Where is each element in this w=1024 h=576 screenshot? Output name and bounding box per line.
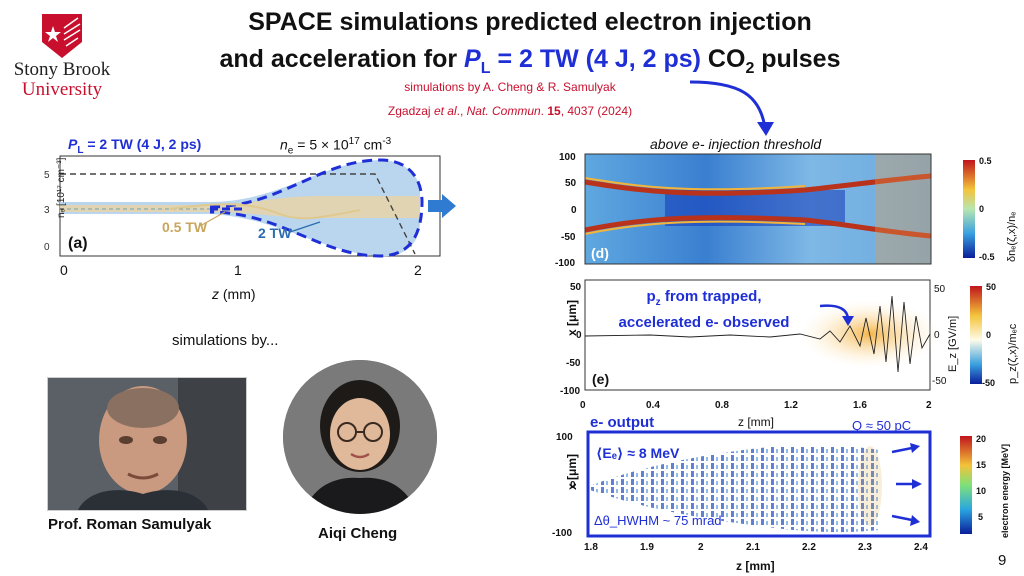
logo-line-2: University <box>21 79 103 100</box>
panel-e-right-label: E_z [GV/m] <box>947 316 959 372</box>
shield-icon <box>42 14 82 58</box>
panel-d-cbar-top: 0.5 <box>979 156 992 166</box>
panel-f-cbar-20: 20 <box>976 434 986 444</box>
panel-e-ylabel: x [μm] <box>565 300 579 336</box>
panel-a-ylabel: nₑ [10¹⁷ cm⁻³] <box>56 157 67 218</box>
panel-e-cbar-label: p_z(ζ,x)/mₑc <box>1007 323 1019 384</box>
panel-f-xtick-5: 2.3 <box>858 542 872 553</box>
panel-f-ytick-100: 100 <box>556 432 573 443</box>
panel-e-ytick-50: 50 <box>570 282 582 293</box>
charge-label: Q ≈ 50 pC <box>852 418 912 433</box>
credit-line: simulations by A. Cheng & R. Samulyak <box>404 80 616 94</box>
panel-a-xlabel: z (mm) <box>212 286 256 302</box>
panel-e-xtick-2: 0.8 <box>715 400 729 411</box>
panel-e-xtick-0: 0 <box>580 400 586 411</box>
divergence-label: Δθ_HWHM ~ 75 mrad <box>594 513 722 528</box>
logo-line-1: Stony Brook <box>13 59 111 80</box>
panel-e-xtick-5: 2 <box>926 400 932 411</box>
panel-e-xtick-3: 1.2 <box>784 400 798 411</box>
svg-text:5: 5 <box>44 170 50 181</box>
panel-f-xtick-1: 1.9 <box>640 542 654 553</box>
panel-f-xlabel: z [mm] <box>736 559 775 573</box>
svg-text:3: 3 <box>44 205 50 216</box>
curve-label-0-5tw: 0.5 TW <box>162 219 208 235</box>
panel-a-letter: (a) <box>68 235 88 252</box>
panel-e-cbar-top: 50 <box>986 282 996 292</box>
university-logo: Stony Brook University <box>6 12 118 102</box>
curved-arrow-icon <box>689 80 774 136</box>
svg-text:0: 0 <box>44 242 50 253</box>
panel-d-threshold-label: above e- injection threshold <box>650 136 822 152</box>
panel-e-xtick-1: 0.4 <box>646 400 660 411</box>
panel-f-cbar-10: 10 <box>976 486 986 496</box>
photo-aiqi-cheng <box>283 360 437 514</box>
panel-a-power-label: PL = 2 TW (4 J, 2 ps) <box>68 136 202 156</box>
name-roman-samulyak: Prof. Roman Samulyak <box>48 516 212 533</box>
panel-d-ytick-m50: -50 <box>561 232 576 243</box>
slide-title: SPACE simulations predicted electron inj… <box>150 4 910 87</box>
panel-e-ytick-m100: -100 <box>560 386 580 397</box>
output-label: e- output <box>590 414 655 431</box>
energy-label: ⟨Eₑ⟩ ≈ 8 MeV <box>596 445 680 461</box>
panel-e-cbar-bot: -50 <box>982 378 995 388</box>
photo-roman-samulyak <box>47 377 247 511</box>
panel-e-right-0: 0 <box>934 330 940 341</box>
panel-f-ytick-0: 0 <box>570 480 576 491</box>
panel-e-cbar-mid: 0 <box>986 330 991 340</box>
name-aiqi-cheng: Aiqi Cheng <box>318 525 398 542</box>
person-portrait-icon <box>283 360 437 514</box>
panel-f-xtick-6: 2.4 <box>914 542 928 553</box>
panel-e-right-m50: -50 <box>932 376 947 387</box>
panel-e-ytick-0: 0 <box>576 330 582 341</box>
panel-d-cbar-mid: 0 <box>979 204 984 214</box>
panel-a-density-label: ne = 5 × 1017 cm-3 <box>280 136 392 157</box>
panel-e-ytick-m50: -50 <box>566 358 581 369</box>
panel-a-plot: 5 3 0 nₑ [10¹⁷ cm⁻³] (a) 0.5 TW 2 TW <box>44 155 456 258</box>
panel-a-xtick-2: 2 <box>414 262 422 278</box>
panel-f-plot: ⟨Eₑ⟩ ≈ 8 MeV Δθ_HWHM ~ 75 mrad 100 0 -10… <box>552 430 1010 573</box>
panel-f-xtick-0: 1.8 <box>584 542 598 553</box>
panel-f-cbar-5: 5 <box>978 512 983 522</box>
panel-d-ytick-m100: -100 <box>555 258 575 269</box>
panel-f-ytick-m100: -100 <box>552 528 572 539</box>
panel-e-right-50: 50 <box>934 284 946 295</box>
panel-e-letter: (e) <box>592 371 609 387</box>
panel-d-letter: (d) <box>591 245 609 261</box>
simulations-by-label: simulations by... <box>172 332 279 349</box>
panel-d-ytick-100: 100 <box>559 152 576 163</box>
panel-f-cbar-15: 15 <box>976 460 986 470</box>
panel-a-xtick-1: 1 <box>234 262 242 278</box>
page-number: 9 <box>998 552 1007 569</box>
panel-f-xtick-4: 2.2 <box>802 542 816 553</box>
panel-f-cbar-label: electron energy [MeV] <box>1000 444 1010 538</box>
panel-d-ytick-50: 50 <box>565 178 577 189</box>
panel-f-ylabel: x [μm] <box>565 454 579 490</box>
title-line-2: and acceleration for PL = 2 TW (4 J, 2 p… <box>219 45 841 77</box>
panel-e-xlabel: z [mm] <box>738 415 774 429</box>
panel-d-cbar-label: δnₑ(ζ,x)/nₑ <box>1006 212 1018 262</box>
title-line-1: SPACE simulations predicted electron inj… <box>248 8 812 36</box>
panel-f-xtick-2: 2 <box>698 542 704 553</box>
panel-a-xtick-0: 0 <box>60 262 68 278</box>
panel-e-plot: (e) 50 0 -50 -100 50 0 -50 E_z [GV/m] 50… <box>560 279 1019 429</box>
panel-e-xtick-4: 1.6 <box>853 400 867 411</box>
panel-d-ytick-0: 0 <box>571 205 577 216</box>
panel-d-plot: (d) 100 50 0 -50 -100 0.5 0 -0.5 δnₑ(ζ,x… <box>555 152 1018 269</box>
curve-label-2tw: 2 TW <box>258 225 292 241</box>
person-portrait-icon <box>48 378 246 510</box>
arrow-right-icon <box>891 443 922 526</box>
panel-e-annotation: pz from trapped, accelerated e- observed <box>618 288 790 331</box>
reference-line: Zgadzaj et al., Nat. Commun. 15, 4037 (2… <box>387 104 633 118</box>
panel-d-cbar-bot: -0.5 <box>979 252 995 262</box>
panel-f-xtick-3: 2.1 <box>746 542 760 553</box>
